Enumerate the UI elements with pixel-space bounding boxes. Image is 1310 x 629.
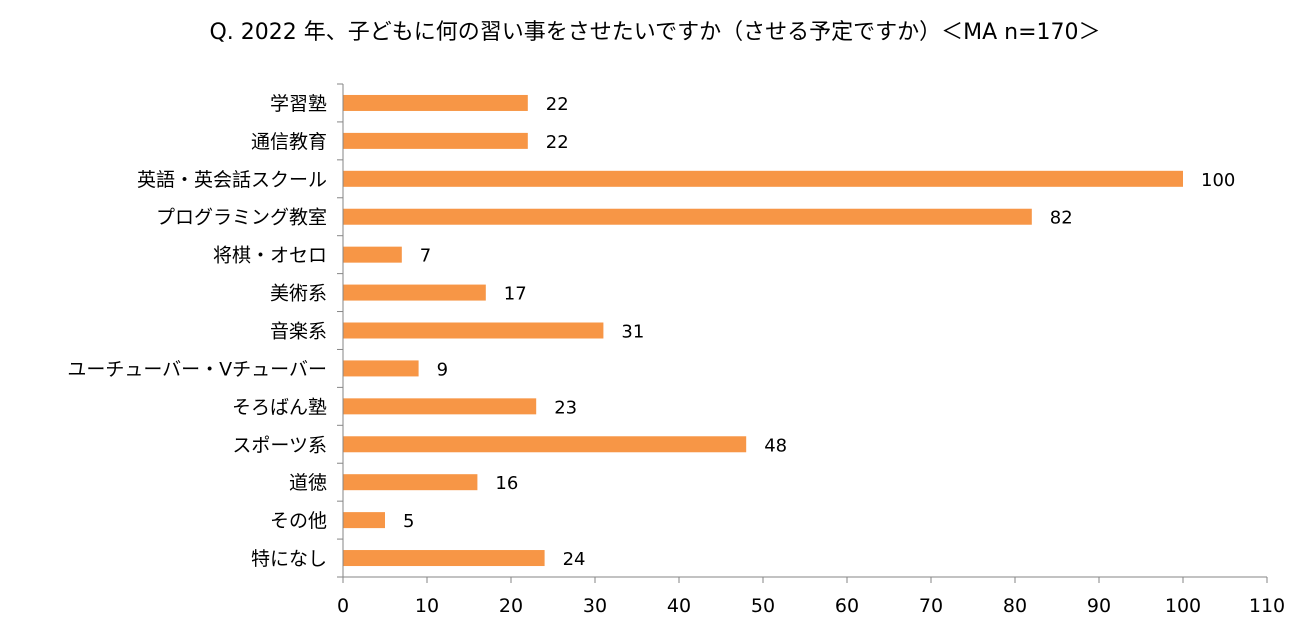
data-label: 9 [437,359,448,380]
x-tick-label: 60 [835,595,859,617]
category-label: プログラミング教室 [156,207,327,229]
category-label: 英語・英会話スクール [137,169,327,191]
category-label: その他 [270,510,327,532]
data-label: 16 [495,473,518,494]
bar [343,550,545,567]
bar [343,94,528,111]
category-label: 特になし [251,548,327,570]
x-tick-label: 110 [1249,595,1285,617]
category-label: 道徳 [289,472,327,494]
category-label: 将棋・オセロ [213,245,327,267]
data-label: 22 [546,94,569,115]
bar [343,284,486,301]
bar [343,246,402,263]
x-tick-label: 80 [1003,595,1027,617]
category-label: 美術系 [270,283,327,305]
category-label: ユーチューバー・Vチューバー [67,358,327,380]
x-tick-label: 0 [337,595,349,617]
x-tick-label: 30 [583,595,607,617]
bar [343,436,747,453]
bar [343,322,604,339]
data-label: 17 [504,284,527,305]
data-label: 24 [563,549,586,570]
category-label: そろばん塾 [232,396,327,418]
bar [343,474,478,491]
data-label: 23 [554,397,577,418]
category-label: スポーツ系 [232,434,327,456]
category-label: 音楽系 [270,321,327,343]
bar [343,360,419,377]
data-label: 7 [420,246,431,267]
data-label: 22 [546,132,569,153]
bar [343,170,1183,187]
data-label: 82 [1050,208,1073,229]
x-tick-label: 40 [667,595,691,617]
bar [343,512,385,529]
category-label: 学習塾 [270,93,327,115]
x-tick-label: 50 [751,595,775,617]
data-label: 31 [621,322,644,343]
bar [343,208,1032,225]
x-tick-label: 100 [1165,595,1201,617]
data-label: 5 [403,511,414,532]
bar [343,132,528,149]
data-label: 100 [1201,170,1235,191]
x-tick-label: 70 [919,595,943,617]
category-label: 通信教育 [251,131,327,153]
chart-title: Q. 2022 年、子どもに何の習い事をさせたいですか（させる予定ですか）＜MA… [209,20,1101,45]
x-tick-label: 90 [1087,595,1111,617]
bar [343,398,537,415]
data-label: 48 [764,435,787,456]
x-tick-label: 20 [499,595,523,617]
x-tick-label: 10 [415,595,439,617]
